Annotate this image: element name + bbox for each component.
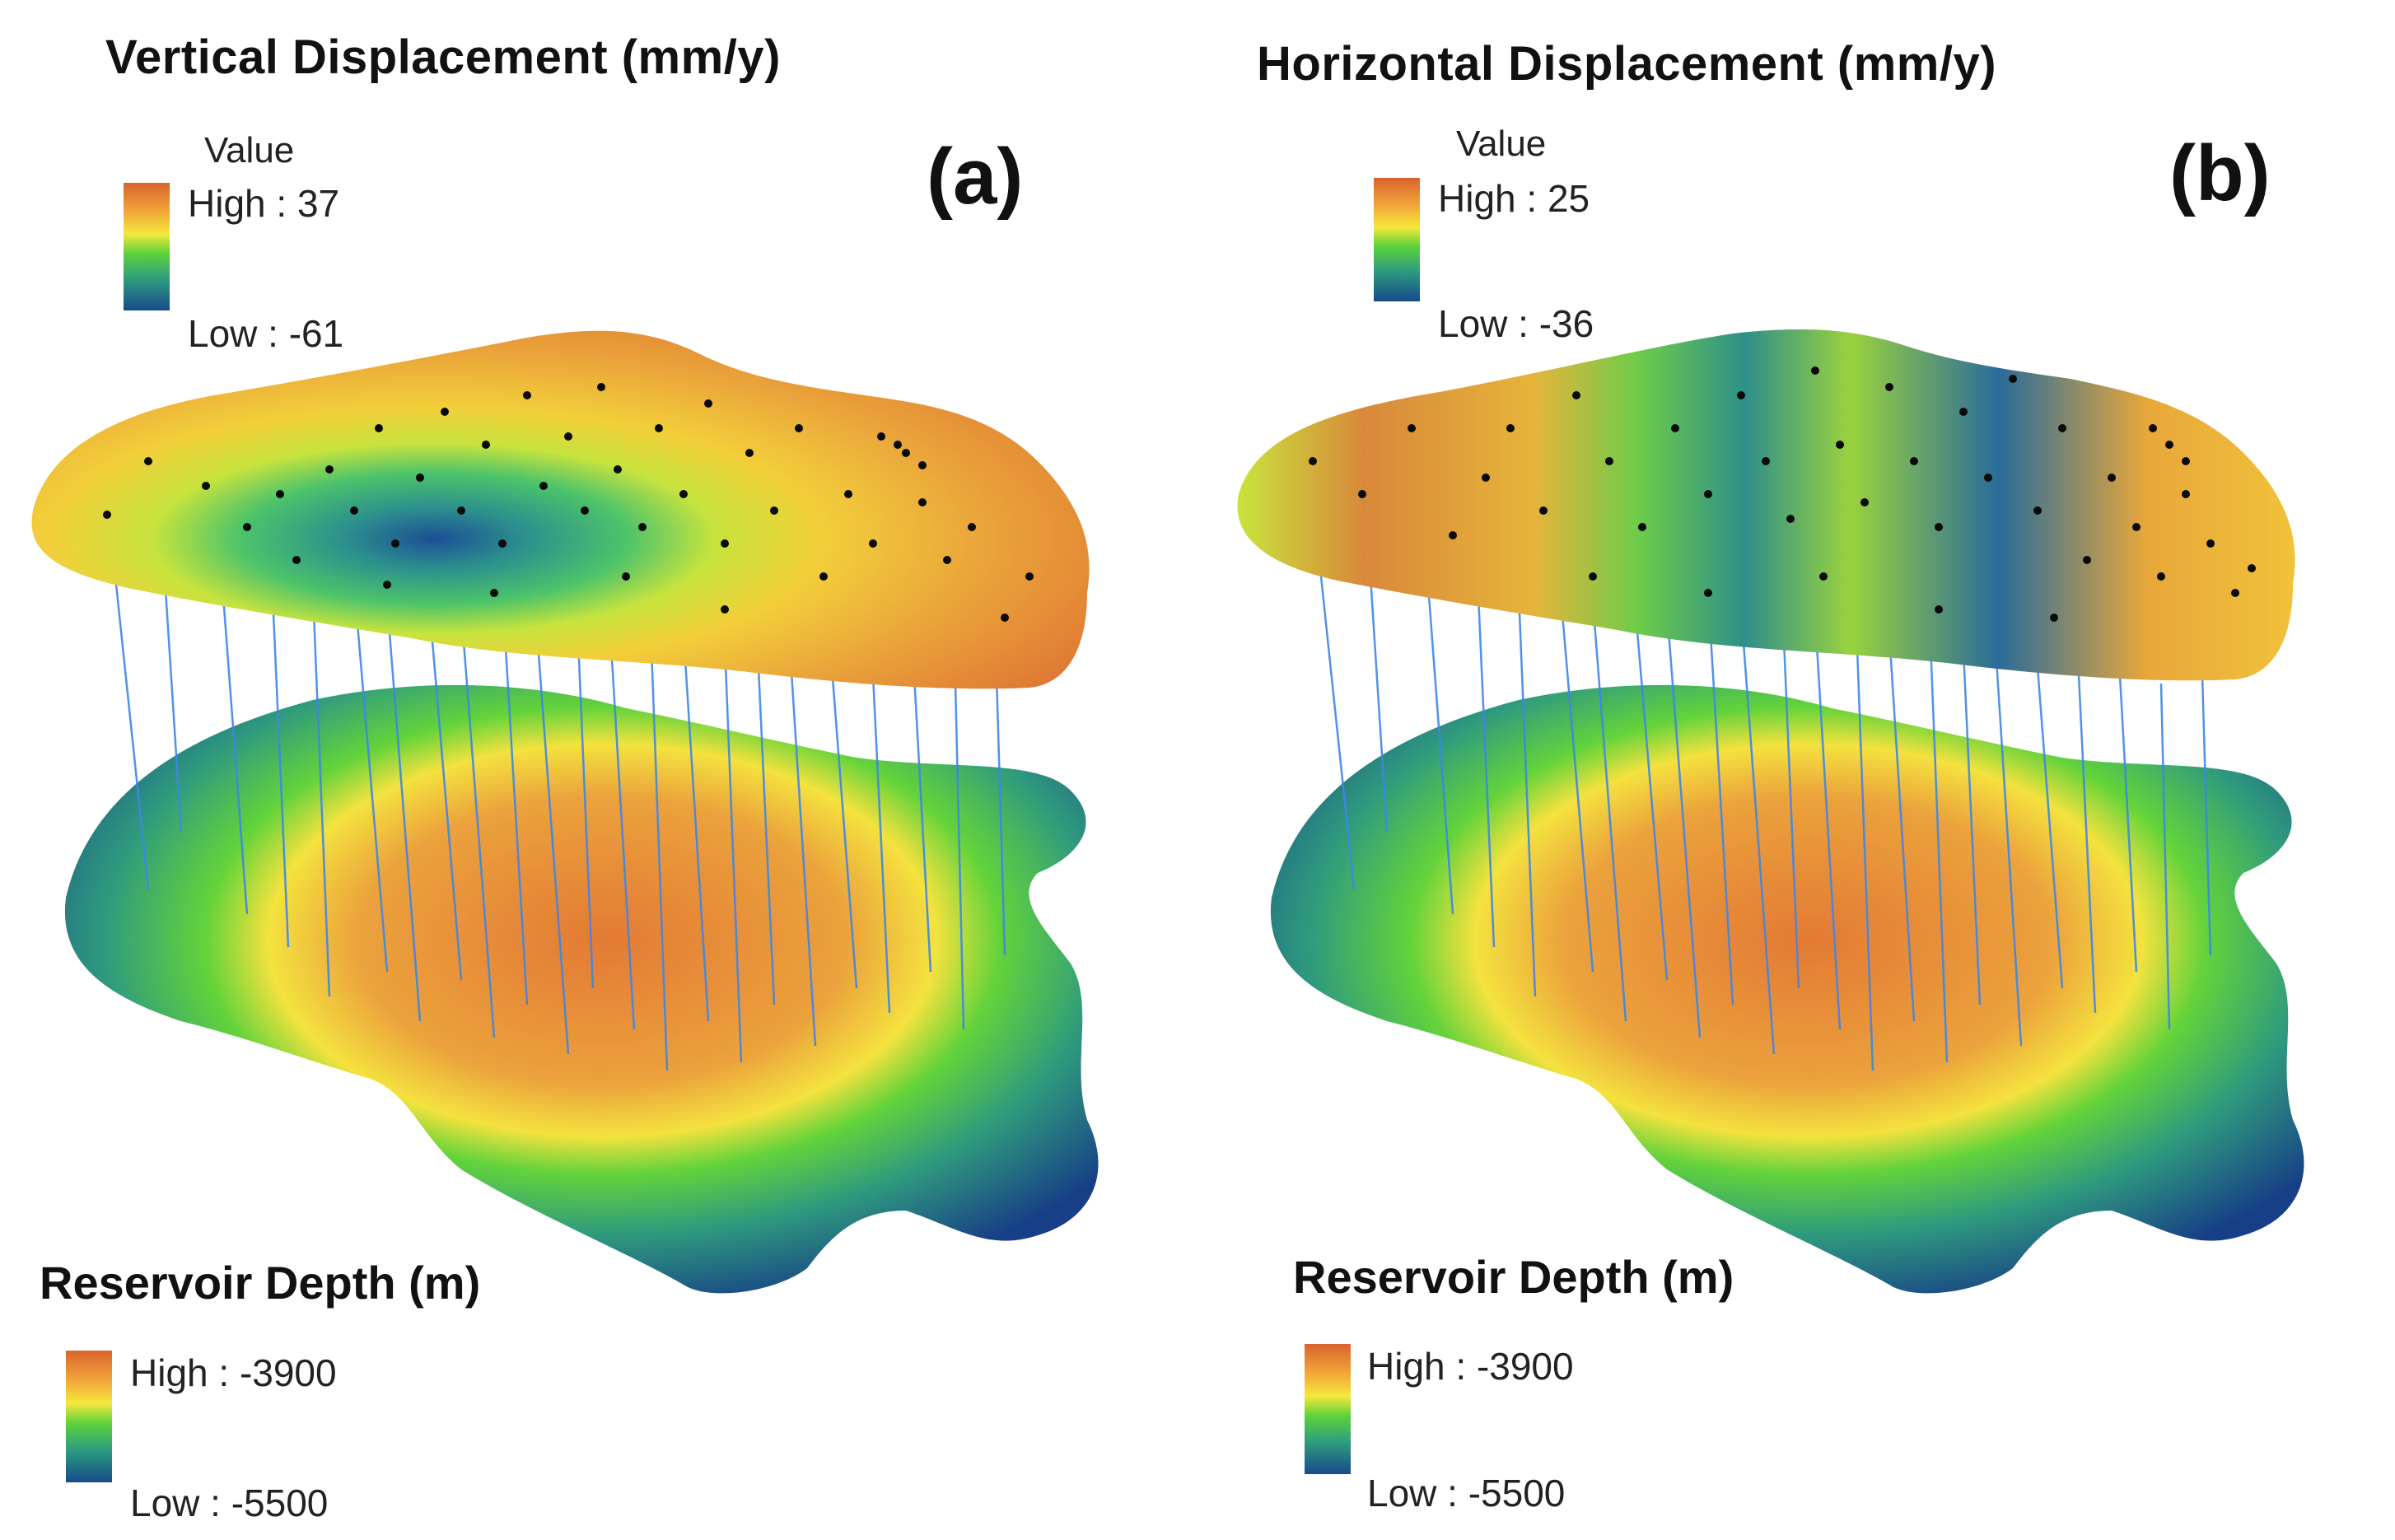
depth-legend-title: Reservoir Depth (m) [1293, 1251, 1734, 1303]
panel-label: (a) [927, 133, 1024, 221]
well-points [1309, 366, 2256, 622]
panel-a: Vertical Displacement (mm/y) (a) Value H… [31, 30, 1099, 1524]
depth-color-ramp [1305, 1344, 1351, 1474]
depth-color-ramp [66, 1351, 112, 1482]
reservoir-surface [1270, 684, 2304, 1294]
well-lines [1319, 576, 2212, 1071]
legend-high: High : 25 [1438, 177, 1590, 220]
legend-high: High : 37 [188, 182, 340, 225]
depth-legend-title: Reservoir Depth (m) [40, 1257, 481, 1309]
panel-title: Vertical Displacement (mm/y) [105, 30, 781, 84]
panel-label: (b) [2169, 129, 2271, 217]
legend-color-ramp [1374, 178, 1420, 301]
depth-legend-high: High : -3900 [130, 1351, 337, 1394]
well-points [103, 383, 1034, 622]
legend-heading: Value [204, 130, 295, 170]
panel-title: Horizontal Displacement (mm/y) [1257, 37, 1997, 91]
legend-color-ramp [124, 183, 170, 310]
panel-b: Horizontal Displacement (mm/y) (b) Value… [1198, 0, 2395, 1540]
scene-b-3d-view [1237, 329, 2304, 1294]
depth-legend-low: Low : -5500 [130, 1482, 329, 1524]
reservoir-surface [64, 684, 1099, 1294]
scene-a-3d-view [31, 330, 1099, 1294]
vertical-displacement-surface [31, 330, 1090, 689]
depth-legend-low: Low : -5500 [1367, 1472, 1566, 1514]
horizontal-displacement-surface [1237, 329, 2295, 681]
well-lines [114, 576, 1006, 1071]
legend-low: Low : -61 [188, 312, 344, 355]
legend-heading: Value [1456, 124, 1547, 164]
depth-legend-high: High : -3900 [1367, 1345, 1574, 1388]
legend-low: Low : -36 [1438, 302, 1594, 345]
